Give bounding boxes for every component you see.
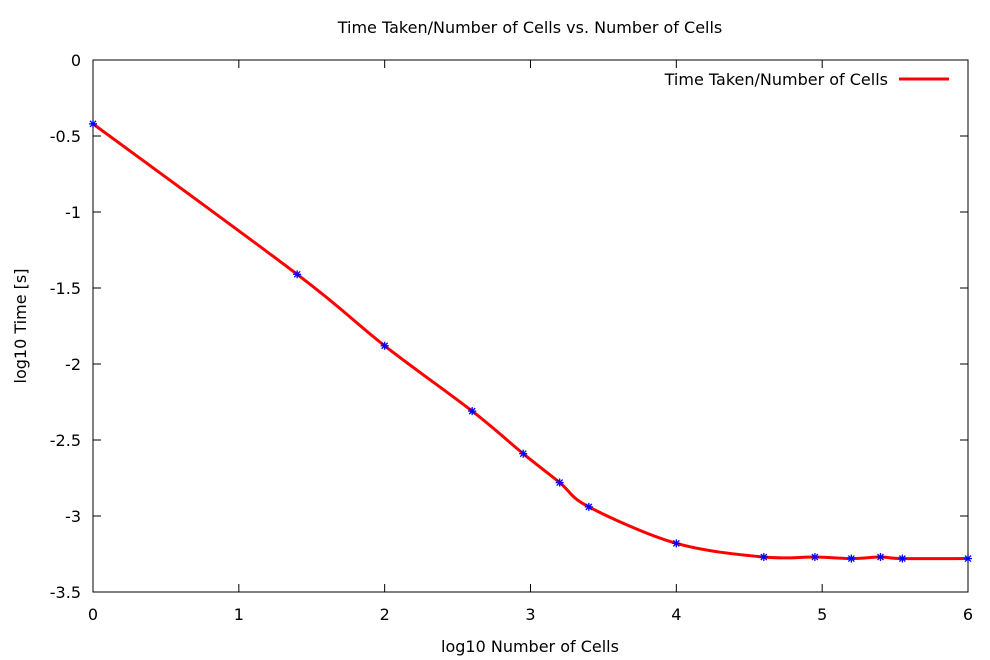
data-point-marker (555, 478, 564, 487)
y-tick-label: -3.5 (50, 583, 81, 602)
data-point-marker (759, 553, 768, 562)
data-point-marker (876, 553, 885, 562)
y-tick-label: -1 (65, 203, 81, 222)
axis-tick-labels: 0 1 2 3 4 5 6 0 -0.5 -1 -1.5 -2 -2.5 -3 -3.5 (50, 51, 973, 624)
x-tick-label: 4 (671, 605, 681, 624)
data-point-marker (898, 554, 907, 563)
chart-title: Time Taken/Number of Cells vs. Number of… (337, 18, 723, 37)
x-tick-label: 0 (88, 605, 98, 624)
y-tick-label: -2.5 (50, 431, 81, 450)
x-axis-label: log10 Number of Cells (441, 637, 619, 656)
legend: Time Taken/Number of Cells (664, 70, 949, 89)
data-point-marker (380, 341, 389, 350)
data-point-marker (468, 407, 477, 416)
axis-ticks (92, 59, 969, 593)
series-markers (89, 119, 972, 563)
y-tick-label: -3 (65, 507, 81, 526)
y-axis-label: log10 Time [s] (11, 269, 30, 384)
x-tick-label: 1 (234, 605, 244, 624)
y-tick-label: -2 (65, 355, 81, 374)
y-tick-label: -0.5 (50, 127, 81, 146)
x-tick-label: 2 (380, 605, 390, 624)
x-tick-label: 5 (817, 605, 827, 624)
data-point-marker (584, 502, 593, 511)
plot-frame (92, 59, 969, 593)
x-tick-label: 3 (525, 605, 535, 624)
y-tick-label: -1.5 (50, 279, 81, 298)
data-point-marker (89, 119, 97, 128)
data-point-marker (964, 554, 972, 563)
data-point-marker (672, 539, 681, 548)
data-point-marker (810, 553, 819, 562)
data-point-marker (293, 270, 302, 279)
y-tick-label: 0 (71, 51, 81, 70)
x-tick-label: 6 (963, 605, 973, 624)
data-point-marker (519, 449, 528, 458)
data-point-marker (847, 554, 856, 563)
series-line (92, 122, 969, 561)
legend-label: Time Taken/Number of Cells (664, 70, 888, 89)
